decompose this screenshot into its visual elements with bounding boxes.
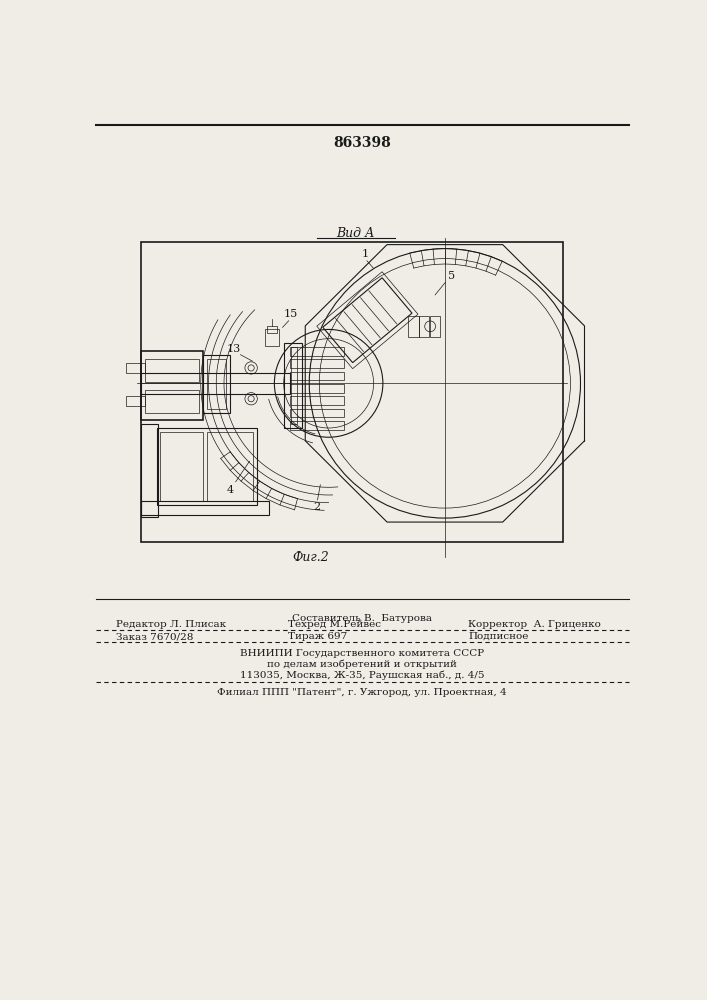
- Text: Заказ 7670/28: Заказ 7670/28: [115, 632, 193, 641]
- Bar: [290, 372, 344, 380]
- Bar: [290, 421, 344, 430]
- Text: Корректор  А. Гриценко: Корректор А. Гриценко: [468, 620, 601, 629]
- Text: Редактор Л. Плисак: Редактор Л. Плисак: [115, 620, 226, 629]
- Text: 4: 4: [227, 485, 234, 495]
- Bar: [290, 347, 344, 356]
- Bar: [409, 316, 419, 337]
- Bar: [265, 329, 279, 346]
- Text: 113035, Москва, Ж-35, Раушская наб., д. 4/5: 113035, Москва, Ж-35, Раушская наб., д. …: [240, 670, 484, 680]
- Text: Техред М.Рейвес: Техред М.Рейвес: [288, 620, 381, 629]
- Text: ВНИИПИ Государственного комитета СССР: ВНИИПИ Государственного комитета СССР: [240, 649, 484, 658]
- Text: 2: 2: [313, 502, 320, 512]
- Bar: [267, 326, 276, 333]
- Bar: [141, 424, 158, 517]
- Bar: [126, 363, 145, 373]
- Bar: [145, 389, 199, 413]
- Text: 15: 15: [284, 309, 298, 319]
- Bar: [145, 359, 199, 382]
- Text: Филиал ППП "Патент", г. Ужгород, ул. Проектная, 4: Филиал ППП "Патент", г. Ужгород, ул. Про…: [217, 688, 507, 697]
- Bar: [430, 316, 440, 337]
- Bar: [290, 384, 344, 393]
- Bar: [141, 501, 269, 515]
- Bar: [203, 355, 230, 413]
- Text: по делам изобретений и открытий: по делам изобретений и открытий: [267, 660, 457, 669]
- Bar: [207, 359, 226, 409]
- Bar: [141, 373, 290, 394]
- Bar: [207, 432, 253, 501]
- Text: 1: 1: [361, 249, 368, 259]
- Bar: [290, 359, 344, 368]
- Text: Тираж 697: Тираж 697: [288, 632, 348, 641]
- Text: Вид А: Вид А: [337, 227, 375, 240]
- Bar: [156, 428, 257, 505]
- Text: 5: 5: [448, 271, 455, 281]
- Text: 13: 13: [227, 344, 241, 354]
- Bar: [284, 343, 301, 428]
- Bar: [290, 409, 344, 417]
- Bar: [141, 351, 203, 420]
- Text: Составитель В.  Батурова: Составитель В. Батурова: [292, 614, 432, 623]
- Bar: [160, 432, 203, 501]
- Bar: [126, 396, 145, 406]
- Text: 863398: 863398: [333, 136, 391, 150]
- Bar: [291, 347, 297, 424]
- Bar: [419, 316, 429, 337]
- Bar: [141, 242, 563, 542]
- Text: Подписное: Подписное: [468, 632, 529, 641]
- Bar: [290, 396, 344, 405]
- Text: Фиг.2: Фиг.2: [293, 551, 329, 564]
